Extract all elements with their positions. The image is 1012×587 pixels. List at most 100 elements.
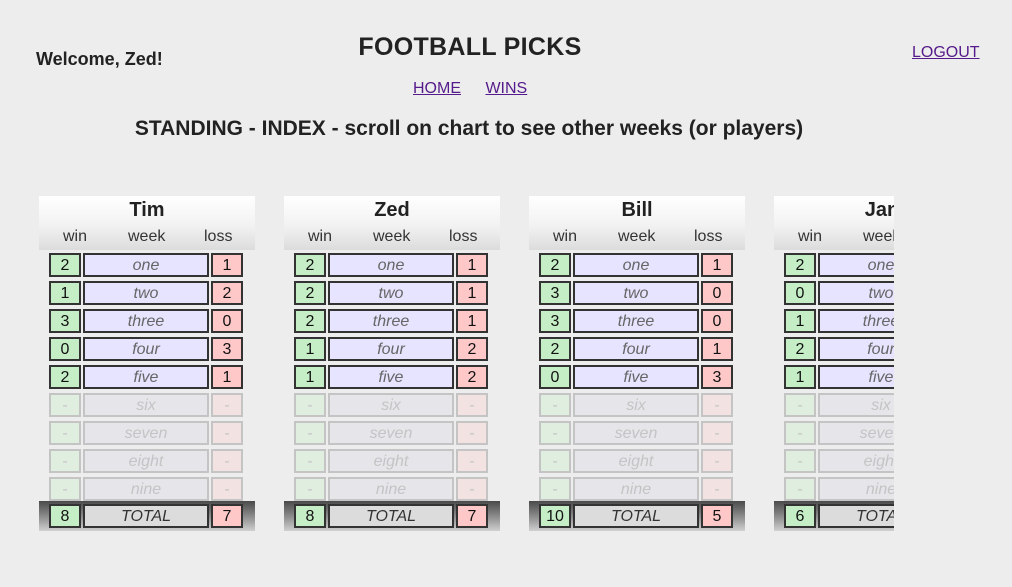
total-win-cell: 10 (539, 504, 571, 528)
player-card-header: Tim win week loss (39, 196, 255, 250)
week-cell: eight (83, 449, 209, 473)
week-cell: nine (818, 477, 894, 501)
loss-cell: 3 (701, 365, 733, 389)
week-cell: six (573, 393, 699, 417)
loss-cell: 3 (211, 337, 243, 361)
week-cell: one (83, 253, 209, 277)
week-cell: eight (818, 449, 894, 473)
week-cell: one (328, 253, 454, 277)
loss-cell: 1 (701, 253, 733, 277)
logout-link[interactable]: LOGOUT (912, 44, 980, 61)
total-row: 8 TOTAL 7 (284, 501, 500, 531)
loss-cell: - (701, 449, 733, 473)
win-cell: 2 (539, 337, 571, 361)
loss-cell: 1 (456, 309, 488, 333)
total-row: 10 TOTAL 5 (529, 501, 745, 531)
loss-cell: - (456, 449, 488, 473)
player-card: Zed win week loss 2 one 1 2 two 1 2 three 1 1 four 2 1 fi… (284, 196, 500, 531)
win-cell: - (539, 449, 571, 473)
win-column-label: win (308, 228, 333, 245)
standings-strip: Tim win week loss 2 one 1 1 two 2 3 three 0 0 four 3 2 fi… (39, 196, 894, 536)
nav-home-link[interactable]: HOME (413, 80, 461, 97)
week-cell: seven (818, 421, 894, 445)
loss-cell: - (211, 393, 243, 417)
loss-cell: - (456, 477, 488, 501)
loss-cell: - (701, 421, 733, 445)
total-loss-cell: 5 (701, 504, 733, 528)
total-loss-cell: 7 (211, 504, 243, 528)
standings-scroll-area[interactable]: Tim win week loss 2 one 1 1 two 2 3 three 0 0 four 3 2 fi… (39, 196, 894, 536)
win-cell: 0 (539, 365, 571, 389)
player-card: Bill win week loss 2 one 1 3 two 0 3 three 0 2 four 1 0 f… (529, 196, 745, 531)
win-cell: 2 (49, 365, 81, 389)
week-cell: three (83, 309, 209, 333)
week-cell: seven (83, 421, 209, 445)
total-label-cell: TOTAL (818, 504, 894, 528)
week-cell: six (328, 393, 454, 417)
loss-cell: - (456, 421, 488, 445)
loss-column-label: loss (449, 228, 478, 245)
win-cell: - (294, 449, 326, 473)
standing-heading: STANDING - INDEX - scroll on chart to se… (134, 117, 804, 140)
week-cell: four (818, 337, 894, 361)
win-cell: 2 (294, 253, 326, 277)
loss-cell: 2 (211, 281, 243, 305)
win-cell: 2 (49, 253, 81, 277)
week-cell: six (818, 393, 894, 417)
week-cell: eight (573, 449, 699, 473)
win-cell: - (49, 421, 81, 445)
week-cell: five (818, 365, 894, 389)
win-cell: 2 (294, 281, 326, 305)
site-title: FOOTBALL PICKS (358, 33, 582, 61)
player-name: Bill (621, 199, 653, 221)
win-cell: - (49, 449, 81, 473)
win-cell: - (784, 449, 816, 473)
loss-cell: 0 (211, 309, 243, 333)
week-cell: three (328, 309, 454, 333)
welcome-message: Welcome, Zed! (36, 49, 163, 69)
win-cell: - (784, 421, 816, 445)
week-cell: seven (573, 421, 699, 445)
player-name: Tim (129, 199, 165, 221)
loss-cell: 2 (456, 337, 488, 361)
week-cell: seven (328, 421, 454, 445)
loss-cell: - (701, 393, 733, 417)
week-cell: nine (573, 477, 699, 501)
loss-cell: - (701, 477, 733, 501)
week-cell: two (83, 281, 209, 305)
win-column-label: win (798, 228, 823, 245)
week-cell: eight (328, 449, 454, 473)
week-cell: two (328, 281, 454, 305)
week-column-label: week (128, 228, 166, 245)
main-nav: HOME WINS (413, 80, 547, 98)
week-cell: five (83, 365, 209, 389)
win-cell: 3 (539, 281, 571, 305)
week-column-label: week (618, 228, 656, 245)
loss-column-label: loss (694, 228, 723, 245)
week-cell: four (83, 337, 209, 361)
win-cell: 1 (294, 337, 326, 361)
loss-cell: 1 (211, 365, 243, 389)
total-row: 8 TOTAL 7 (39, 501, 255, 531)
week-cell: three (573, 309, 699, 333)
week-cell: four (328, 337, 454, 361)
week-cell: five (573, 365, 699, 389)
win-cell: 3 (539, 309, 571, 333)
loss-cell: 1 (456, 253, 488, 277)
total-loss-cell: 7 (456, 504, 488, 528)
win-cell: 2 (784, 337, 816, 361)
total-win-cell: 8 (49, 504, 81, 528)
loss-cell: - (211, 449, 243, 473)
week-column-label: week (863, 228, 894, 245)
loss-cell: - (211, 477, 243, 501)
win-cell: 1 (294, 365, 326, 389)
player-name: Zed (374, 199, 410, 221)
win-cell: 0 (49, 337, 81, 361)
win-column-label: win (553, 228, 578, 245)
player-card: Tim win week loss 2 one 1 1 two 2 3 three 0 0 four 3 2 fi… (39, 196, 255, 531)
nav-wins-link[interactable]: WINS (485, 80, 528, 97)
loss-cell: 1 (456, 281, 488, 305)
week-cell: nine (328, 477, 454, 501)
week-cell: five (328, 365, 454, 389)
loss-cell: - (211, 421, 243, 445)
